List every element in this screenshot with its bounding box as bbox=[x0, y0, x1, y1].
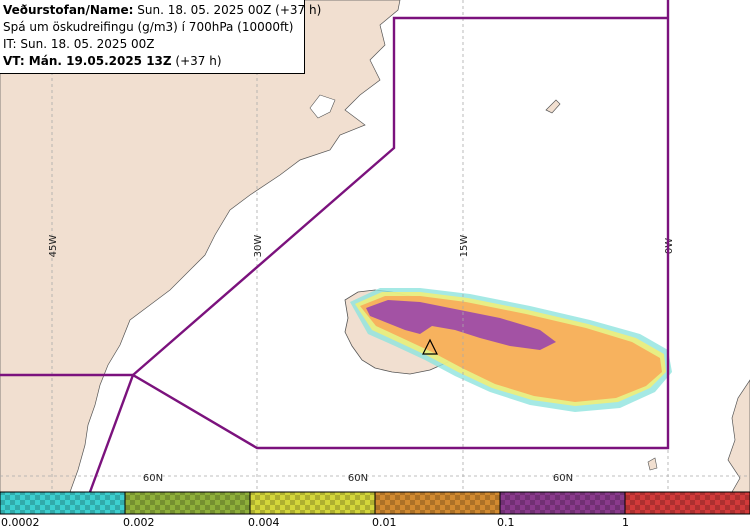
advisory-boundary bbox=[0, 0, 670, 493]
legend-swatch-pattern-6 bbox=[624, 491, 750, 515]
legend-swatch-pattern-1 bbox=[0, 491, 126, 515]
faroe-islands bbox=[647, 457, 658, 471]
legend-label-6: 1 bbox=[622, 516, 629, 529]
legend-swatch-pattern-5 bbox=[499, 491, 626, 515]
volcano-marker-icon bbox=[422, 338, 438, 355]
legend-swatch-pattern-2 bbox=[124, 491, 251, 515]
legend-swatch-pattern-4 bbox=[374, 491, 501, 515]
greenland-fjord bbox=[309, 94, 336, 119]
legend-labels: 0.0002 0.002 0.004 0.01 0.1 1 bbox=[0, 514, 750, 532]
parallel-label-3: 60N bbox=[553, 473, 573, 484]
meridian-label-15w: 15W bbox=[459, 235, 470, 258]
greenland-landmass bbox=[0, 0, 401, 493]
info-line-issuer: Veðurstofan/Name: Sun. 18. 05. 2025 00Z … bbox=[3, 3, 322, 17]
info-line-valid-time: VT: Mán. 19.05.2025 13Z (+37 h) bbox=[3, 54, 222, 68]
legend-label-2: 0.002 bbox=[123, 516, 155, 529]
legend-bar bbox=[0, 491, 750, 515]
forecast-info-panel: Veðurstofan/Name: Sun. 18. 05. 2025 00Z … bbox=[0, 0, 322, 74]
meridian-label-0w: 0W bbox=[664, 238, 675, 254]
meridian-label-30w: 30W bbox=[253, 235, 264, 258]
ash-purple-core bbox=[366, 300, 556, 350]
legend-label-5: 0.1 bbox=[497, 516, 515, 529]
legend-label-4: 0.01 bbox=[372, 516, 397, 529]
legend-label-1: 0.0002 bbox=[1, 516, 40, 529]
legend-swatch-pattern-3 bbox=[249, 491, 376, 515]
parallel-label-1: 60N bbox=[143, 473, 163, 484]
jan-mayen-island bbox=[545, 99, 561, 114]
parallel-label-2: 60N bbox=[348, 473, 368, 484]
meridian-label-45w: 45W bbox=[48, 235, 59, 258]
info-line-product: Spá um öskudreifingu (g/m3) í 700hPa (10… bbox=[3, 20, 294, 34]
info-line-issue-time: IT: Sun. 18. 05. 2025 00Z bbox=[3, 37, 155, 51]
legend-label-3: 0.004 bbox=[248, 516, 280, 529]
